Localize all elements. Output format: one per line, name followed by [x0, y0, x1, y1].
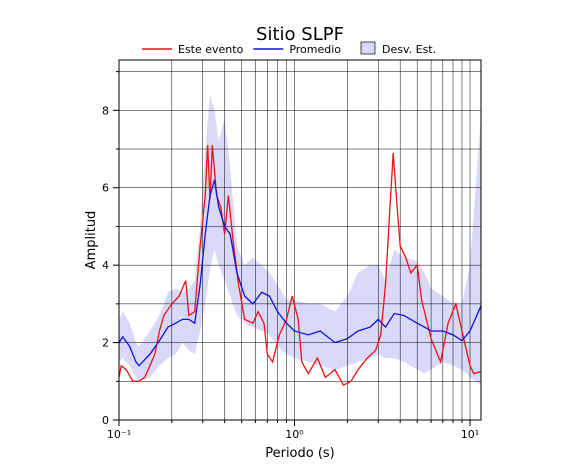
plot-frame [118, 59, 482, 421]
y-tick-label: 6 [102, 182, 109, 195]
y-tick-label: 2 [102, 337, 109, 350]
y-tick-label: 0 [102, 414, 109, 427]
y-axis-label: Amplitud [84, 211, 99, 270]
legend-label: Promedio [289, 43, 341, 56]
x-axis-label: Periodo (s) [265, 446, 335, 461]
chart-title: Sitio SLPF [256, 24, 344, 45]
legend-label: Este evento [178, 43, 244, 56]
series-line [118, 179, 482, 367]
x-tick-label: 10¹ [461, 428, 479, 441]
legend-swatch [360, 41, 376, 55]
std-band [119, 94, 481, 386]
x-tick-label: 10⁻¹ [107, 428, 131, 441]
x-tick-label: 10⁰ [285, 428, 304, 441]
y-tick-label: 8 [102, 104, 109, 117]
y-tick-label: 4 [102, 259, 109, 272]
series-line [118, 145, 482, 387]
legend-label: Desv. Est. [382, 43, 436, 56]
